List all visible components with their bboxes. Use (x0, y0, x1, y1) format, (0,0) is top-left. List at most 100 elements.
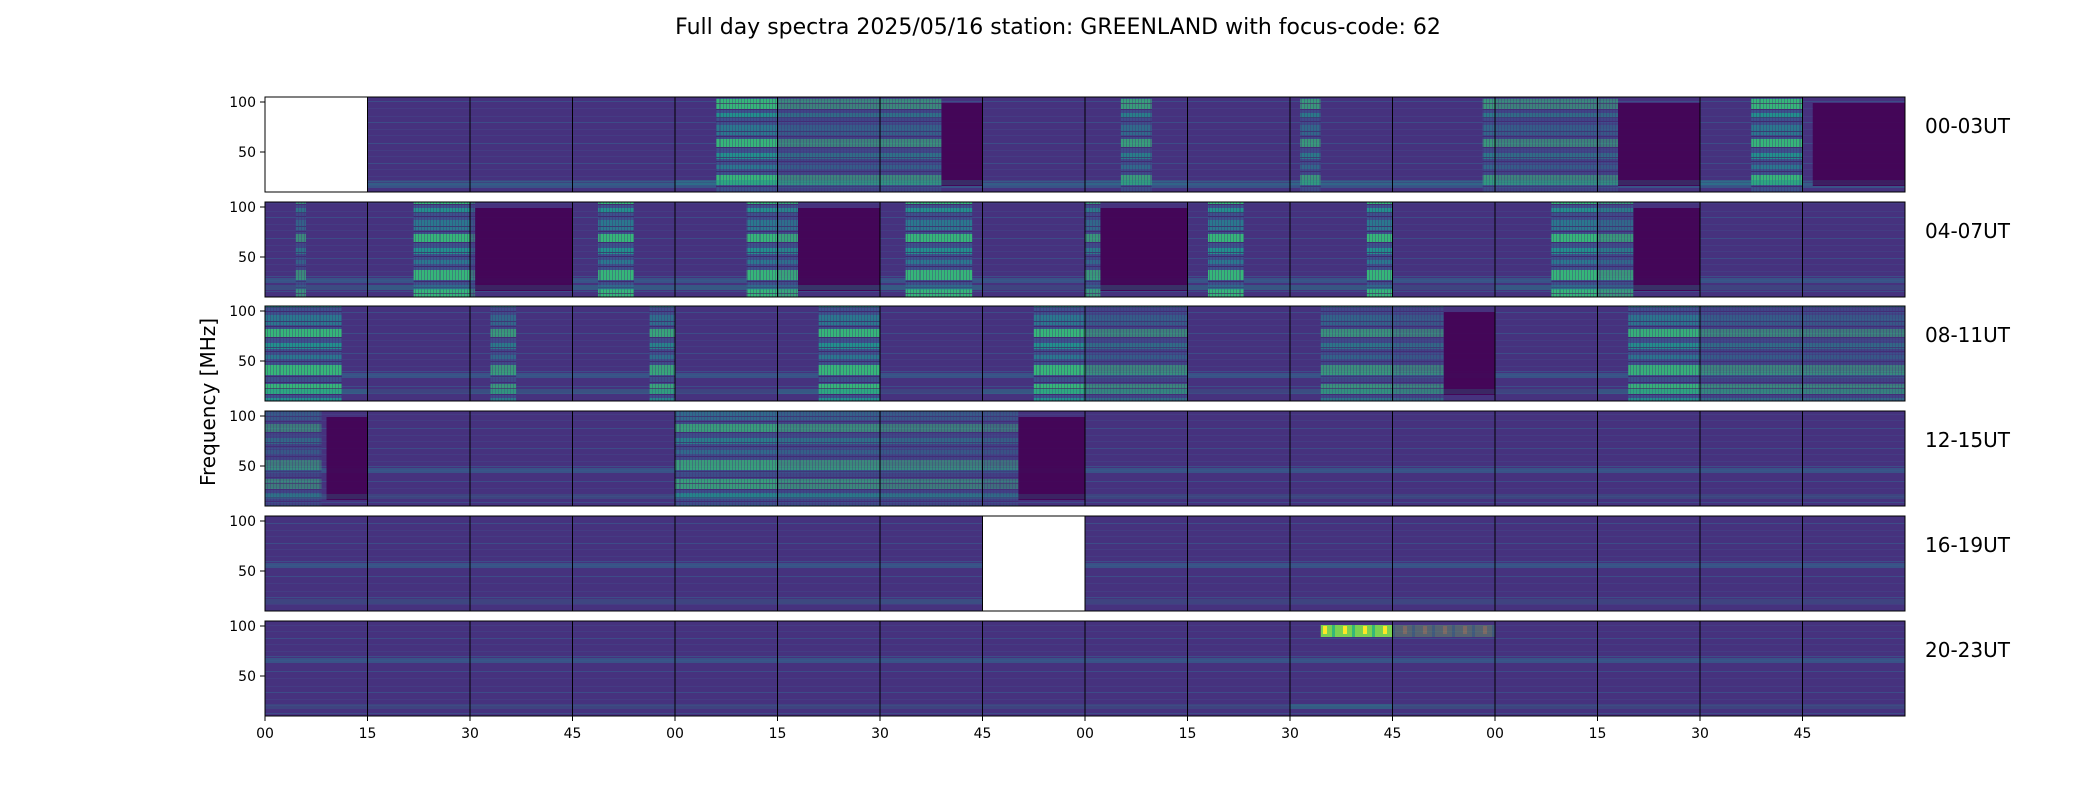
low-band (1290, 704, 1393, 709)
low-band (880, 704, 983, 709)
spectrum-panel (469, 515, 573, 612)
spectrum-panel (1802, 515, 1906, 612)
low-band (1290, 285, 1393, 290)
spectrum-background (1597, 621, 1700, 716)
rfi-burst (265, 411, 322, 506)
rfi-burst (675, 411, 778, 506)
spectrum-background (1802, 202, 1905, 297)
rfi-burst (1802, 306, 1905, 401)
low-band (1700, 285, 1803, 290)
spectrum-background (1802, 621, 1905, 716)
spectrum-background (1495, 306, 1598, 401)
rfi-burst (777, 97, 880, 192)
low-band (1597, 599, 1700, 604)
low-band (1085, 389, 1188, 394)
spectrum-panel (572, 410, 676, 507)
x-tick-label: 15 (1179, 726, 1197, 742)
spectrum-panel (674, 201, 778, 298)
spectrum-panel (1699, 305, 1803, 402)
spectrum-panel (777, 620, 881, 717)
spectrum-background (1495, 411, 1598, 506)
low-band (265, 704, 368, 709)
low-band (880, 180, 983, 185)
spectrum-panel (469, 305, 573, 402)
spectrum-panel (674, 620, 778, 717)
low-band (367, 180, 470, 185)
spectrum-panel (777, 305, 881, 402)
spectrum-background (1495, 621, 1598, 716)
low-band (1802, 285, 1905, 290)
spectrum-background (1187, 411, 1290, 506)
quiet-region (1100, 208, 1188, 291)
spectrum-background (1187, 306, 1290, 401)
spectrum-panel (982, 305, 1086, 402)
spectrum-panel (879, 515, 983, 612)
x-tick-label: 30 (871, 726, 889, 742)
x-tick-label: 00 (666, 726, 684, 742)
spectrum-panel (1289, 96, 1393, 193)
spectrum-panel (1597, 515, 1701, 612)
low-band (1392, 180, 1495, 185)
spectrum-panel (1494, 620, 1598, 717)
spectrum-panel (264, 305, 368, 402)
y-tick-label: 50 (238, 459, 256, 475)
panel-frame (1802, 515, 1906, 612)
panel-frame (1802, 96, 1906, 193)
low-band (265, 389, 368, 394)
spectrum-panel (367, 305, 471, 402)
spectrum-background (1290, 516, 1393, 611)
spectrum-background (880, 516, 983, 611)
low-band (1392, 704, 1495, 709)
spectrum-background (1290, 411, 1393, 506)
spectrum-background (1187, 97, 1290, 192)
spectrum-panel (674, 410, 778, 507)
spectrum-background (1597, 411, 1700, 506)
rfi-burst (880, 411, 983, 506)
spectrum-panel (1289, 620, 1393, 717)
quiet-region (1618, 103, 1700, 186)
rfi-burst (1320, 625, 1393, 637)
low-band (1085, 494, 1188, 499)
spectrum-panel (1084, 410, 1188, 507)
low-band (470, 285, 573, 290)
rfi-burst (1751, 97, 1803, 192)
low-band (1187, 494, 1290, 499)
low-band (777, 285, 880, 290)
rfi-burst (413, 202, 470, 297)
spectrum-panel (879, 96, 983, 193)
low-band (982, 704, 1085, 709)
spectrum-background (1085, 516, 1188, 611)
spectrum-panel (1084, 515, 1188, 612)
spectrum-background (880, 621, 983, 716)
spectrum-panel (1802, 201, 1906, 298)
low-band (572, 704, 675, 709)
spectrum-panel (1597, 305, 1701, 402)
rfi-burst (777, 202, 798, 297)
low-band (1597, 494, 1700, 499)
low-band (675, 599, 778, 604)
spectrum-panel (1187, 515, 1291, 612)
low-band (777, 180, 880, 185)
low-band (265, 285, 368, 290)
spectrum-panel (1187, 96, 1291, 193)
spectrum-panel (572, 201, 676, 298)
spectrum-panel (674, 515, 778, 612)
low-band (470, 180, 573, 185)
spectrum-panel (1699, 201, 1803, 298)
low-band (1290, 180, 1393, 185)
spectrum-panel (777, 410, 881, 507)
y-tick-label: 100 (229, 514, 256, 530)
y-tick-label: 100 (229, 200, 256, 216)
spectrum-panel (367, 201, 471, 298)
low-band (470, 599, 573, 604)
low-band (982, 180, 1085, 185)
low-band (777, 494, 880, 499)
spectrum-background (470, 411, 573, 506)
spectrum-panel (1597, 96, 1701, 193)
spectrum-panel (367, 515, 471, 612)
spectrum-panel (1187, 620, 1291, 717)
y-tick-label: 50 (238, 669, 256, 685)
y-tick-label: 50 (238, 145, 256, 161)
spectrum-panel (982, 410, 1086, 507)
